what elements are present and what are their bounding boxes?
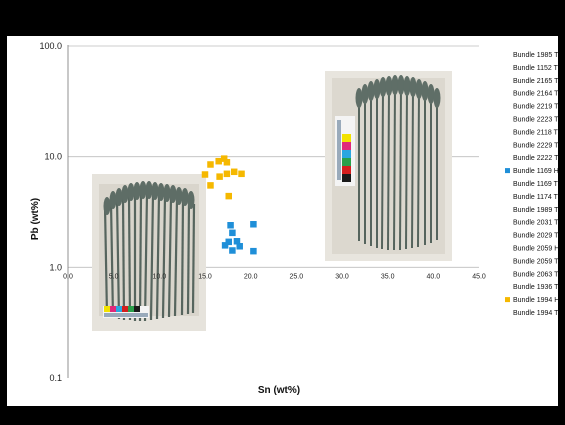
data-points [201,155,257,255]
legend-entry: Bundle 2063 T [513,271,558,278]
data-point [236,243,243,250]
legend-entry: Bundle 2165 T [513,78,558,85]
legend-entry: Bundle 2223 T [513,117,558,124]
y-axis-ticks: 100.0 10.0 1.0 0.1 [39,41,62,383]
data-point [250,221,257,228]
y-tick-label: 10.0 [44,152,62,162]
data-point [220,155,228,162]
data-point [233,238,241,245]
data-point [223,159,231,166]
y-tick-label: 100.0 [39,41,62,51]
color-scale-card-left [103,306,149,318]
legend-entry: Bundle 1169 H [513,168,558,175]
legend-entry: Bundle 2031 T [513,220,558,227]
x-tick-label: 35.0 [381,273,395,280]
arrowhead-bundle-photo-left [92,174,206,331]
x-tick-label: 25.0 [290,273,304,280]
legend-entry: Bundle 1985 T [513,52,558,59]
legend-entry: Bundle 2029 T [513,233,558,240]
legend-entry: Bundle 1169 T [513,181,558,188]
x-tick-label: 30.0 [335,273,349,280]
y-tick-label: 0.1 [49,373,62,383]
legend-entry: Bundle 1989 T [513,207,558,214]
legend-entry: Bundle 2059 H [513,246,558,253]
data-point [227,222,234,229]
x-tick-label: 10.0 [153,273,167,280]
x-tick-label: 45.0 [472,273,486,280]
data-point [229,247,236,254]
data-point [207,182,214,189]
data-point [216,173,223,180]
legend-marker [505,168,510,174]
data-point [221,242,229,249]
x-axis-title: Sn (wt%) [258,385,300,396]
data-point [225,238,232,246]
y-axis-title: Pb (wt%) [30,198,41,240]
x-tick-label: 20.0 [244,273,258,280]
legend-entry: Bundle 1174 T [513,194,558,201]
legend-entry: Bundle 1152 T [513,65,558,72]
data-point [225,192,232,200]
data-point [215,157,222,165]
legend-entry: Bundle 1994 H [513,297,558,304]
legend-marker [505,297,510,303]
legend-entry: Bundle 1994 T [513,310,558,317]
legend-entry: Bundle 2059 T [513,258,558,265]
data-point [223,170,231,178]
x-tick-label: 5.0 [109,273,119,280]
data-point [207,161,214,168]
data-point [229,229,236,237]
color-scale-card-right [335,116,355,186]
data-point [238,170,245,178]
data-point [201,171,209,178]
legend: Bundle 1985 T Bundle 1152 T Bundle 2165 T B… [505,52,558,317]
legend-entry: Bundle 2118 T [513,129,558,136]
x-tick-label: 15.0 [198,273,212,280]
legend-entry: Bundle 2164 T [513,91,558,98]
legend-entry: Bundle 1936 T [513,284,558,291]
legend-entry: Bundle 2229 T [513,142,558,149]
scatter-chart: 100.0 10.0 1.0 0.1 0.0 5.0 10.0 15.0 20.0 25.0 30… [30,41,558,396]
data-point [230,168,238,176]
data-point [250,247,257,255]
arrowhead-bundle-photo-right [325,71,452,261]
x-axis-ticks: 0.0 5.0 10.0 15.0 20.0 25.0 30.0 35.0 40.0 45.0 [63,273,486,280]
chart-area: 100.0 10.0 1.0 0.1 0.0 5.0 10.0 15.0 20.0 25.0 30… [7,36,558,406]
legend-entry: Bundle 2222 T [513,155,558,162]
x-tick-label: 0.0 [63,273,73,280]
y-tick-label: 1.0 [49,262,62,272]
x-tick-label: 40.0 [427,273,441,280]
legend-entry: Bundle 2219 T [513,104,558,111]
